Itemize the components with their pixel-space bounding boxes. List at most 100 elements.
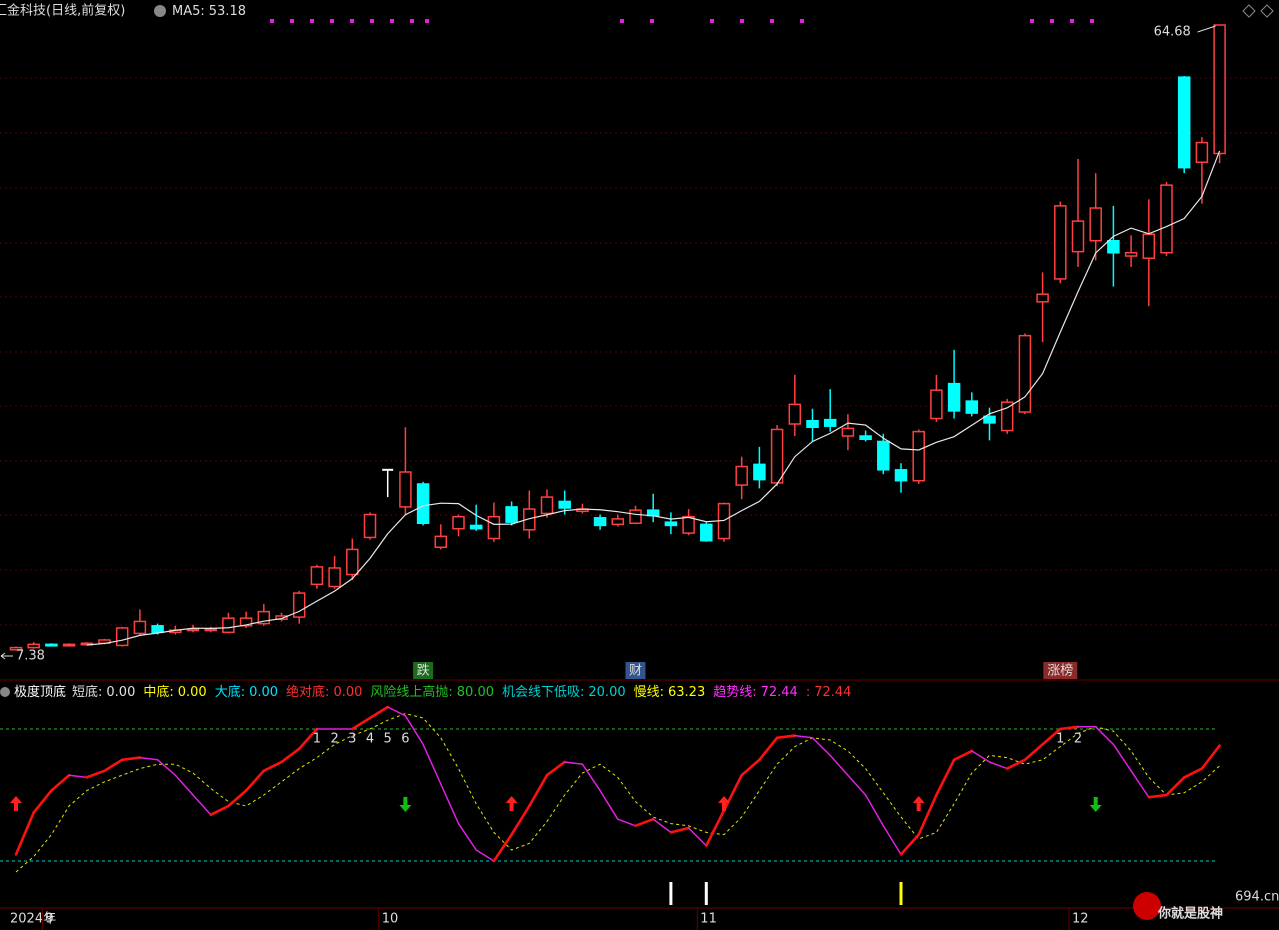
candle-body: [222, 617, 235, 634]
candle-body: [505, 506, 518, 523]
trend-segment: [758, 736, 779, 762]
x-tick-label: 11: [700, 912, 717, 927]
candle-body: [735, 465, 748, 486]
candle-body: [434, 535, 448, 549]
candle-body: [947, 382, 961, 412]
trend-segment: [1200, 744, 1221, 770]
max-label: 64.68: [1154, 25, 1191, 40]
trend-segment: [864, 794, 885, 827]
trend-segment: [120, 756, 142, 762]
candle-body: [115, 627, 129, 647]
marker-dot: [1070, 19, 1074, 23]
candle-body: [133, 620, 147, 635]
trend-segment: [368, 705, 390, 720]
trend-segment: [917, 793, 938, 836]
candle-body: [45, 643, 58, 647]
ma-label: MA5:: [172, 4, 205, 19]
indicator-readouts: 极度顶底 短底: 0.00 中底: 0.00 大底: 0.00 绝对底: 0.00 风险线上高抛:…: [14, 684, 851, 700]
marker-dot: [1050, 19, 1054, 23]
trend-segment: [1041, 727, 1062, 746]
count-label: 2: [330, 732, 338, 747]
trend-segment: [899, 833, 921, 856]
candle-body: [1071, 220, 1085, 253]
marker-dot: [1030, 19, 1034, 23]
trend-segment: [988, 761, 1008, 770]
candle-body: [558, 500, 571, 509]
trend-segment: [1023, 743, 1044, 762]
indicator-icon[interactable]: [0, 687, 10, 697]
settings-icon[interactable]: [154, 5, 166, 17]
candle-body: [1036, 293, 1049, 303]
trend-segment: [139, 756, 159, 761]
candle-body: [806, 419, 819, 429]
readout-value: 0.00: [106, 685, 135, 700]
marker-dot: [410, 19, 414, 23]
trend-segment: [350, 716, 372, 731]
candle-body: [823, 418, 837, 427]
window-icon[interactable]: [1260, 4, 1274, 18]
candle-body: [593, 517, 607, 527]
trend-segment: [617, 818, 637, 827]
event-label: 跌: [417, 663, 430, 679]
trend-segment: [192, 794, 212, 816]
candle-body: [452, 515, 465, 530]
trend-segment: [599, 789, 619, 820]
slow-line: [15, 713, 1220, 873]
readout-value: 0.00: [249, 685, 278, 700]
count-label: 4: [366, 732, 374, 747]
trend-segment: [32, 789, 53, 814]
trend-segment: [882, 825, 902, 856]
candle-body: [1000, 401, 1014, 432]
trend-segment: [404, 715, 424, 746]
readout-name: 中底:: [143, 684, 173, 700]
x-tick-label: 9: [45, 912, 53, 927]
marker-dot: [370, 19, 374, 23]
count-label: 3: [348, 732, 356, 747]
candle-body: [1195, 141, 1209, 163]
event-badge: [1043, 662, 1078, 679]
count-label: 6: [401, 732, 409, 747]
candle-body: [1089, 207, 1102, 242]
marker-dot: [390, 19, 394, 23]
marker-dot: [425, 19, 429, 23]
candle-body: [328, 567, 341, 588]
window-icon[interactable]: [1242, 4, 1256, 18]
event-badge: [625, 662, 646, 679]
marker-dot: [800, 19, 804, 23]
trend-segment: [669, 826, 690, 834]
readout-value: 63.23: [668, 685, 705, 700]
readout-name: 风险线上高抛:: [370, 684, 452, 700]
trend-segment: [280, 747, 301, 764]
candle-body: [487, 515, 501, 540]
min-label: 7.38: [16, 649, 45, 664]
readout-name: 短底:: [72, 684, 102, 700]
trend-segment: [386, 706, 407, 717]
trend-segment: [156, 759, 177, 776]
marker-dot: [650, 19, 654, 23]
count-label: 5: [384, 732, 392, 747]
buy-arrow: [718, 796, 730, 811]
trend-segment: [227, 789, 248, 808]
x-tick-label: 10: [382, 912, 399, 927]
sell-arrow: [399, 797, 412, 812]
signal-bar: [669, 882, 673, 905]
candle-body: [664, 521, 678, 527]
trend-segment: [475, 849, 495, 862]
trend-segment: [722, 773, 744, 812]
trend-segment: [634, 817, 655, 828]
candle-body: [700, 523, 713, 542]
buy-arrow: [912, 796, 925, 811]
candle-body: [346, 548, 359, 576]
buy-arrow: [505, 796, 518, 811]
trend-segment: [85, 769, 106, 779]
candle-body: [151, 625, 164, 634]
event-badge: [413, 662, 434, 679]
candle-body: [186, 628, 200, 632]
candle-body: [1054, 205, 1067, 280]
trend-segment: [422, 743, 442, 785]
signal-bar: [899, 882, 903, 905]
candle-body: [62, 643, 76, 647]
